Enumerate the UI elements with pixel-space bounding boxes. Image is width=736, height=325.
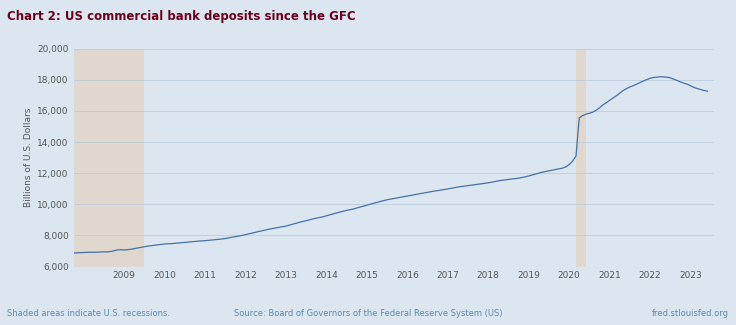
Text: Shaded areas indicate U.S. recessions.: Shaded areas indicate U.S. recessions. bbox=[7, 309, 170, 318]
Text: Chart 2: US commercial bank deposits since the GFC: Chart 2: US commercial bank deposits sin… bbox=[7, 10, 356, 23]
Y-axis label: Billions of U.S. Dollars: Billions of U.S. Dollars bbox=[24, 108, 33, 207]
Bar bbox=[576, 49, 586, 266]
Text: Source: Board of Governors of the Federal Reserve System (US): Source: Board of Governors of the Federa… bbox=[234, 309, 502, 318]
Text: fred.stlouisfed.org: fred.stlouisfed.org bbox=[651, 309, 729, 318]
Bar bbox=[71, 49, 144, 266]
